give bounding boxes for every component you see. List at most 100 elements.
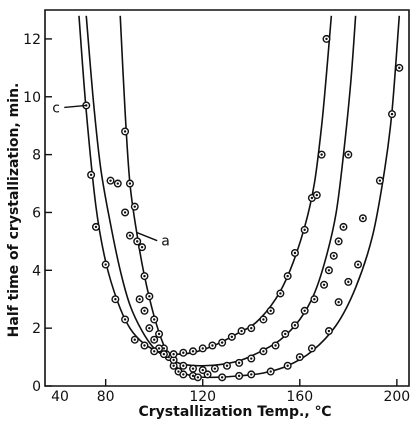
data-point-center-b	[123, 211, 127, 214]
y-tick-label: 10	[23, 90, 41, 106]
data-point-center-c	[104, 263, 107, 266]
data-point-center-b	[138, 298, 141, 301]
data-point-center-c	[293, 251, 297, 255]
data-point-center-c	[94, 225, 98, 229]
annotation-label-c: c	[52, 100, 60, 116]
data-point-center-b	[182, 364, 185, 367]
data-point-center-a	[220, 376, 224, 379]
data-point-center-a	[157, 332, 161, 336]
data-point-center-a	[191, 374, 195, 378]
chart-axes: 40 80 120 160 200 0 2 4 6 8 10 12	[23, 9, 410, 405]
data-point-center-b	[313, 298, 316, 301]
data-point-center-b	[274, 344, 277, 347]
data-point-center-c	[201, 347, 204, 350]
data-point-center-a	[133, 205, 136, 208]
data-point-center-c	[133, 338, 136, 341]
data-point-center-a	[206, 373, 209, 376]
x-axis-label: Crystallization Temp., ℃	[139, 404, 332, 420]
data-point-center-b	[303, 309, 306, 312]
data-point-center-c	[211, 344, 214, 347]
data-point-center-c	[303, 228, 306, 232]
data-point-center-b	[89, 173, 93, 177]
data-point-center-a	[237, 374, 241, 378]
data-point-center-b	[342, 225, 345, 229]
data-point-center-c	[250, 326, 253, 330]
y-tick-label: 12	[23, 32, 41, 48]
data-point-center-a	[123, 130, 127, 133]
data-point-center-a	[140, 245, 144, 249]
data-point-center-a	[153, 318, 156, 321]
data-point-center-b	[293, 324, 297, 327]
data-point-center-a	[196, 376, 200, 379]
data-point-center-c	[279, 292, 282, 295]
plot-frame	[44, 9, 410, 387]
data-point-center-b	[250, 357, 253, 360]
data-point-center-b	[237, 361, 241, 365]
data-point-center-b	[284, 332, 287, 336]
data-point-center-b	[157, 347, 161, 350]
data-point-center-c	[123, 318, 127, 321]
data-point-center-b	[201, 368, 204, 372]
data-point-center-c	[240, 329, 243, 333]
y-tick-label: 8	[32, 148, 41, 164]
data-point-center-b	[109, 179, 112, 182]
data-point-center-a	[310, 347, 314, 350]
data-point-center-b	[332, 254, 335, 258]
data-point-center-b	[347, 153, 350, 156]
chart-curves	[78, 15, 401, 379]
annotation-leader-a	[136, 232, 158, 242]
data-point-center-b	[128, 234, 132, 237]
data-point-center-a	[327, 329, 331, 333]
x-tick-label: 80	[97, 389, 115, 405]
data-point-center-a	[162, 347, 166, 350]
data-point-center-c	[269, 309, 272, 312]
data-point-center-a	[398, 66, 401, 70]
data-point-center-c	[286, 274, 289, 278]
data-point-center-a	[337, 300, 340, 304]
data-point-center-c	[230, 335, 234, 339]
annotation-leader-c	[64, 104, 87, 109]
y-tick-label: 0	[32, 379, 41, 395]
data-point-center-c	[153, 350, 156, 353]
x-tick-label: 40	[51, 389, 69, 405]
data-point-center-c	[191, 350, 195, 353]
data-point-center-c	[315, 193, 318, 197]
data-point-center-c	[262, 318, 265, 321]
data-point-center-a	[378, 179, 382, 182]
data-point-center-c	[172, 352, 175, 356]
data-point-center-a	[143, 274, 146, 278]
chart-annotations: ac	[52, 100, 170, 249]
data-point-center-b	[225, 364, 229, 367]
data-point-center-c	[143, 344, 146, 347]
data-point-center-a	[269, 370, 272, 373]
x-tick-label: 200	[383, 389, 410, 405]
data-point-center-b	[327, 269, 331, 272]
series-curve-b	[85, 15, 357, 367]
data-point-center-c	[220, 341, 224, 344]
data-point-center-a	[128, 182, 132, 185]
data-point-center-a	[361, 217, 365, 220]
data-point-center-a	[250, 373, 253, 376]
data-point-center-c	[162, 352, 166, 356]
data-point-center-a	[177, 370, 180, 373]
data-point-center-a	[390, 112, 394, 116]
data-point-center-a	[172, 364, 175, 367]
data-point-center-b	[322, 283, 326, 286]
chart-markers	[82, 34, 404, 382]
series-curve-a	[119, 15, 401, 379]
y-tick-label: 6	[32, 205, 41, 221]
data-point-center-a	[298, 355, 301, 359]
data-point-center-c	[114, 298, 117, 301]
y-tick-label: 4	[32, 263, 41, 279]
data-point-center-c	[320, 153, 323, 156]
y-tick-label: 2	[32, 321, 41, 337]
data-point-center-c	[325, 37, 328, 41]
data-point-center-b	[148, 326, 151, 330]
data-point-center-a	[286, 364, 289, 367]
data-point-center-b	[213, 367, 217, 370]
data-point-center-b	[116, 182, 120, 185]
x-tick-label: 160	[286, 389, 313, 405]
data-point-center-b	[262, 350, 265, 353]
data-point-center-a	[136, 240, 139, 243]
